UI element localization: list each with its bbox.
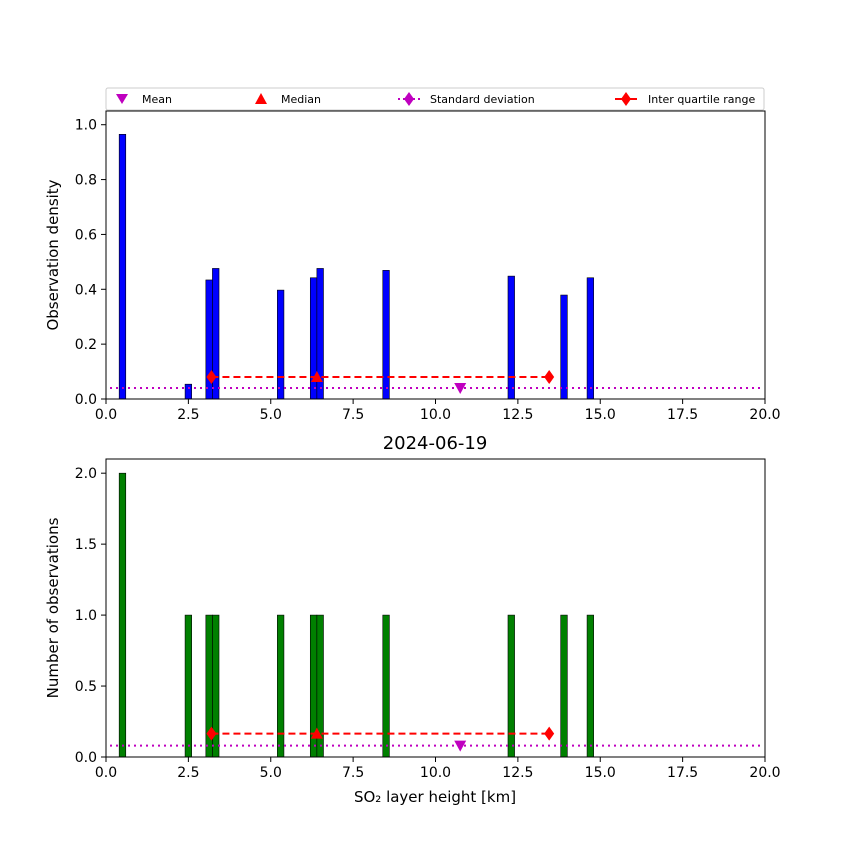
count-x-tick-label: 10.0 [420, 765, 451, 781]
count-x-tick-label: 20.0 [749, 765, 780, 781]
count-iqr-diamond [544, 726, 555, 741]
density-x-tick-label: 0.0 [95, 407, 117, 423]
density-x-tick-label: 20.0 [749, 407, 780, 423]
count-x-tick-label: 0.0 [95, 765, 117, 781]
density-y-axis-label: Observation density [44, 179, 62, 330]
count-x-tick-label: 17.5 [667, 765, 698, 781]
density-y-tick-label: 1.0 [75, 118, 97, 134]
density-y-ticks: 0.0 0.2 0.4 0.6 0.8 1.0 [75, 118, 106, 408]
count-x-tick-label: 5.0 [260, 765, 282, 781]
count-bar [560, 614, 568, 758]
legend-frame [105, 87, 765, 111]
density-bar [560, 294, 568, 400]
legend-mean-label: Mean [142, 93, 172, 106]
density-x-tick-label: 5.0 [260, 407, 282, 423]
legend: Mean Median Standard deviation Inter qua… [105, 87, 765, 111]
count-x-ticks: 0.0 2.5 5.0 7.5 10.0 12.5 15.0 17.5 20.0 [95, 757, 781, 781]
count-bars [118, 472, 594, 758]
count-x-tick-label: 7.5 [342, 765, 364, 781]
density-stats [110, 370, 764, 395]
density-bar [507, 275, 515, 400]
legend-mean-icon [116, 94, 128, 104]
density-bars [118, 134, 594, 400]
density-x-tick-label: 12.5 [502, 407, 533, 423]
density-y-tick-label: 0.4 [75, 282, 97, 298]
density-x-ticks: 0.0 2.5 5.0 7.5 10.0 12.5 15.0 17.5 20.0 [95, 399, 781, 423]
density-mean-marker [454, 383, 467, 395]
count-y-ticks: 0.0 0.5 1.0 1.5 2.0 [75, 466, 106, 766]
density-x-tick-label: 2.5 [177, 407, 199, 423]
count-y-tick-label: 1.5 [75, 537, 97, 553]
density-bar [586, 277, 594, 400]
count-y-tick-label: 2.0 [75, 466, 97, 482]
count-stats [110, 726, 764, 752]
density-bar [118, 134, 127, 400]
count-bar [118, 472, 127, 758]
density-y-tick-label: 0.8 [75, 173, 97, 189]
legend-std-diamond-icon [404, 92, 414, 106]
legend-median-label: Median [281, 93, 321, 106]
count-y-tick-label: 0.0 [75, 750, 97, 766]
density-median-marker [310, 371, 323, 383]
density-axes-frame [105, 110, 766, 400]
count-x-tick-label: 15.0 [585, 765, 616, 781]
count-y-axis-label: Number of observations [44, 517, 62, 698]
legend-iqr-diamond-icon [621, 92, 631, 106]
figure-title: 2024-06-19 [383, 433, 488, 454]
density-x-tick-label: 15.0 [585, 407, 616, 423]
count-bar [184, 614, 192, 758]
density-y-tick-label: 0.6 [75, 227, 97, 243]
density-bar [382, 270, 390, 400]
density-y-tick-label: 0.0 [75, 392, 97, 408]
count-median-marker [310, 727, 323, 739]
density-iqr-diamond [206, 370, 217, 385]
density-x-tick-label: 10.0 [420, 407, 451, 423]
legend-std-label: Standard deviation [430, 93, 535, 106]
density-panel: 0.0 2.5 5.0 7.5 10.0 12.5 15.0 17.5 20.0 0.00.20… [44, 110, 781, 423]
density-x-tick-label: 17.5 [667, 407, 698, 423]
count-y-tick-label: 1.0 [75, 608, 97, 624]
x-axis-label: SO₂ layer height [km] [354, 788, 516, 806]
count-bar [586, 614, 594, 758]
count-iqr-diamond [206, 726, 217, 741]
count-panel: 0.0 2.5 5.0 7.5 10.0 12.5 15.0 17.5 20.0 0.0 0.5 1… [44, 458, 781, 781]
density-iqr-diamond [544, 370, 555, 385]
density-bar [277, 289, 285, 400]
count-x-tick-label: 2.5 [177, 765, 199, 781]
legend-iqr-label: Inter quartile range [648, 93, 755, 106]
legend-median-icon [255, 93, 267, 104]
count-y-tick-label: 0.5 [75, 679, 97, 695]
count-bar [507, 614, 515, 758]
density-x-tick-label: 7.5 [342, 407, 364, 423]
density-bar [184, 383, 192, 400]
count-bar [277, 614, 285, 758]
count-mean-marker [454, 740, 467, 752]
count-x-tick-label: 12.5 [502, 765, 533, 781]
count-axes-frame [105, 458, 766, 758]
count-bar [382, 614, 390, 758]
density-y-tick-label: 0.2 [75, 337, 97, 353]
